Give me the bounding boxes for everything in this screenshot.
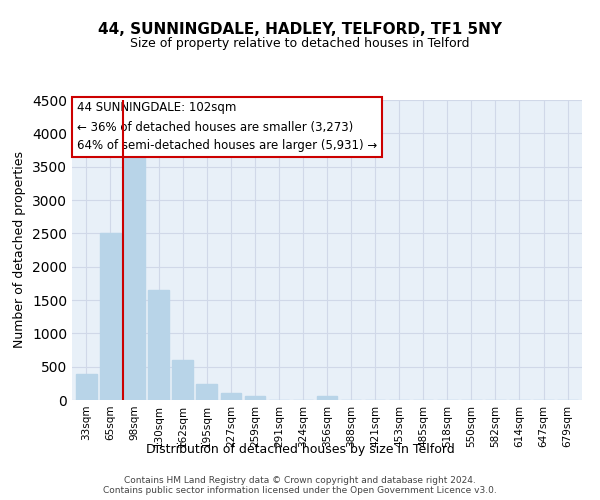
Bar [76,374,97,400]
Bar [124,150,145,400]
Bar [221,394,241,400]
Y-axis label: Number of detached properties: Number of detached properties [13,152,26,348]
Text: Distribution of detached houses by size in Telford: Distribution of detached houses by size … [146,442,454,456]
Text: Contains HM Land Registry data © Crown copyright and database right 2024.
Contai: Contains HM Land Registry data © Crown c… [103,476,497,495]
Bar [100,234,121,400]
Text: 44 SUNNINGDALE: 102sqm
← 36% of detached houses are smaller (3,273)
64% of semi-: 44 SUNNINGDALE: 102sqm ← 36% of detached… [77,102,377,152]
Text: Size of property relative to detached houses in Telford: Size of property relative to detached ho… [130,38,470,51]
Bar [196,384,217,400]
Bar [148,290,169,400]
Bar [317,396,337,400]
Bar [172,360,193,400]
Text: 44, SUNNINGDALE, HADLEY, TELFORD, TF1 5NY: 44, SUNNINGDALE, HADLEY, TELFORD, TF1 5N… [98,22,502,38]
Bar [245,396,265,400]
